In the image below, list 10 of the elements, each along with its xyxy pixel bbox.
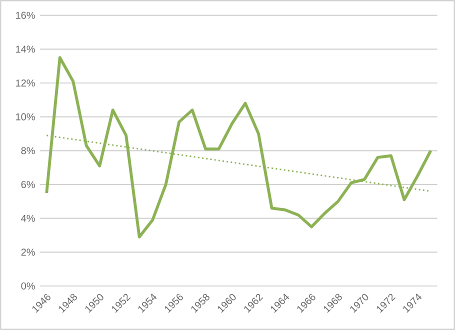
y-tick-label: 10% [16, 113, 35, 120]
y-tick-label: 2% [21, 248, 35, 256]
y-tick-label: 12% [16, 79, 35, 87]
y-tick-label: 4% [21, 214, 35, 222]
y-tick-label: 8% [21, 147, 35, 154]
line-series [45, 56, 432, 238]
y-tick-label: 0% [21, 282, 35, 290]
y-tick-label: 6% [21, 180, 35, 188]
y-tick-label: 16% [16, 12, 35, 19]
y-tick-label: 14% [16, 46, 35, 53]
